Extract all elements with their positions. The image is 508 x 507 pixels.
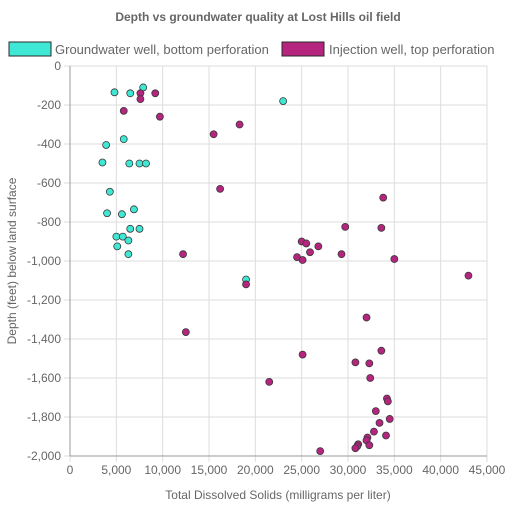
groundwater-point[interactable] — [124, 250, 133, 259]
injection-point[interactable] — [216, 184, 225, 193]
groundwater-point[interactable] — [125, 159, 134, 168]
y-axis-title: Depth (feet) below land surface — [5, 177, 19, 344]
groundwater-point[interactable] — [135, 224, 144, 233]
groundwater-point[interactable] — [119, 135, 128, 144]
injection-point[interactable] — [298, 256, 307, 264]
injection-point[interactable] — [337, 250, 346, 259]
injection-point[interactable] — [242, 280, 250, 289]
groundwater-point[interactable] — [135, 159, 144, 168]
injection-point[interactable] — [306, 248, 314, 257]
injection-point[interactable] — [136, 95, 145, 104]
injection-point[interactable] — [351, 444, 360, 453]
y-tick-label: -1,800 — [27, 410, 61, 424]
x-axis-title: Total Dissolved Solids (milligrams per l… — [165, 488, 390, 502]
y-tick-label: -1,200 — [27, 293, 61, 307]
injection-point[interactable] — [155, 112, 164, 121]
tick-labels: 0 5,000 10,000 15,000 20,000 25,000 30,000 35,0… — [27, 59, 506, 477]
x-tick-label: 20,000 — [237, 463, 274, 477]
groundwater-point[interactable] — [110, 88, 119, 97]
injection-point[interactable] — [298, 350, 307, 359]
x-tick-label: 30,000 — [330, 463, 367, 477]
grid — [64, 65, 488, 462]
y-tick-label: -1,000 — [27, 254, 61, 268]
legend-label-groundwater: Groundwater well, bottom perforation — [55, 42, 269, 57]
legend: Groundwater well, bottom perforation Inj… — [8, 41, 494, 57]
injection-point[interactable] — [119, 106, 128, 115]
legend-item-injection[interactable]: Injection well, top perforation — [281, 41, 494, 57]
injection-point[interactable] — [365, 441, 374, 450]
injection-point[interactable] — [382, 431, 390, 440]
x-tick-label: 5,000 — [101, 463, 131, 477]
groundwater-point[interactable] — [279, 97, 288, 105]
groundwater-point[interactable] — [98, 158, 107, 167]
injection-point[interactable] — [370, 427, 378, 436]
injection-point[interactable] — [341, 222, 350, 231]
groundwater-point[interactable] — [117, 210, 126, 219]
axes — [69, 66, 487, 457]
injection-point[interactable] — [209, 130, 218, 139]
legend-swatch-groundwater — [8, 41, 52, 57]
y-tick-label: -200 — [37, 98, 61, 112]
groundwater-point[interactable] — [130, 205, 138, 214]
groundwater-point[interactable] — [126, 224, 135, 233]
y-tick-label: -600 — [37, 176, 61, 190]
x-tick-label: 0 — [67, 463, 74, 477]
chart-title: Depth vs groundwater quality at Lost Hil… — [115, 10, 400, 24]
y-tick-label: -400 — [37, 137, 61, 151]
injection-point[interactable] — [235, 120, 244, 129]
injection-point[interactable] — [379, 193, 388, 202]
y-tick-label: 0 — [54, 59, 61, 73]
groundwater-point[interactable] — [105, 187, 114, 196]
x-tick-label: 25,000 — [283, 463, 320, 477]
injection-point[interactable] — [365, 359, 374, 368]
x-tick-label: 45,000 — [469, 463, 506, 477]
injection-point[interactable] — [151, 89, 160, 98]
injection-point[interactable] — [464, 271, 473, 280]
injection-point[interactable] — [377, 223, 386, 232]
injection-point[interactable] — [181, 328, 190, 337]
groundwater-point[interactable] — [113, 242, 122, 251]
groundwater-point[interactable] — [112, 232, 121, 241]
x-tick-label: 40,000 — [422, 463, 459, 477]
injection-point[interactable] — [314, 242, 323, 251]
injection-point[interactable] — [351, 358, 360, 367]
groundwater-point[interactable] — [142, 159, 150, 168]
injection-point[interactable] — [316, 447, 325, 456]
injection-point[interactable] — [383, 397, 392, 406]
y-tick-label: -1,400 — [27, 332, 61, 346]
injection-point[interactable] — [265, 377, 274, 386]
groundwater-point[interactable] — [126, 89, 135, 98]
injection-point[interactable] — [371, 407, 380, 416]
injection-point[interactable] — [302, 239, 311, 248]
x-tick-label: 15,000 — [191, 463, 228, 477]
y-tick-label: -2,000 — [27, 449, 61, 463]
legend-swatch-injection — [281, 41, 325, 57]
groundwater-point[interactable] — [124, 236, 133, 245]
injection-point[interactable] — [375, 418, 384, 427]
legend-item-groundwater[interactable]: Groundwater well, bottom perforation — [8, 41, 269, 57]
y-tick-label: -800 — [37, 215, 61, 229]
injection-point[interactable] — [366, 374, 375, 382]
injection-point[interactable] — [377, 346, 386, 355]
x-tick-label: 35,000 — [376, 463, 413, 477]
injection-point[interactable] — [362, 313, 371, 322]
x-tick-label: 10,000 — [144, 463, 181, 477]
injection-point[interactable] — [385, 415, 394, 423]
groundwater-point[interactable] — [102, 141, 111, 149]
injection-point[interactable] — [179, 250, 187, 259]
groundwater-point[interactable] — [118, 232, 127, 241]
legend-label-injection: Injection well, top perforation — [329, 42, 494, 57]
groundwater-point[interactable] — [103, 209, 111, 218]
y-tick-label: -1,600 — [27, 371, 61, 385]
data-points — [98, 83, 473, 456]
injection-point[interactable] — [390, 255, 399, 263]
